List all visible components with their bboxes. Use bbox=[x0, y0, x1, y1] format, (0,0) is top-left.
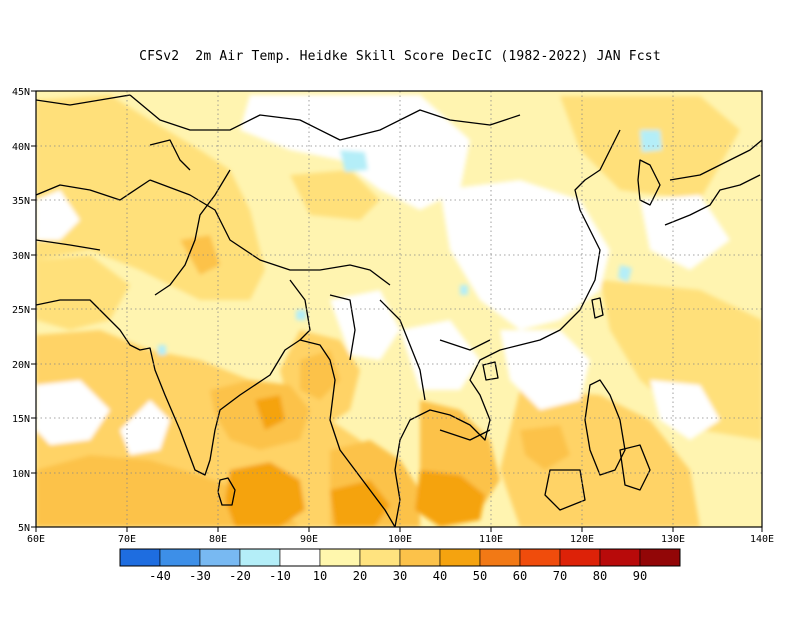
x-tick-label: 70E bbox=[118, 534, 136, 545]
colorbar-swatch bbox=[319, 548, 361, 567]
map-title: CFSv2 2m Air Temp. Heidke Skill Score De… bbox=[139, 49, 661, 64]
x-tick-label: 100E bbox=[388, 534, 412, 545]
colorbar-label: -10 bbox=[269, 569, 291, 583]
colorbar-swatch bbox=[159, 548, 201, 567]
x-tick-label: 130E bbox=[661, 534, 685, 545]
x-tick-label: 140E bbox=[750, 534, 774, 545]
x-tick-label: 80E bbox=[209, 534, 227, 545]
y-tick-label: 5N bbox=[18, 523, 30, 534]
x-axis-labels: 60E 70E 80E 90E 100E 110E 120E 130E 140E bbox=[27, 534, 774, 545]
colorbar-label: 80 bbox=[593, 569, 607, 583]
x-tick-label: 90E bbox=[300, 534, 318, 545]
colorbar-swatch bbox=[599, 548, 641, 567]
y-tick-label: 35N bbox=[12, 196, 30, 207]
colorbar-swatch bbox=[639, 548, 681, 567]
colorbar-swatch bbox=[119, 548, 161, 567]
x-tick-label: 60E bbox=[27, 534, 45, 545]
colorbar: -40 -30 -20 -10 10 20 30 40 50 60 70 80 90 bbox=[119, 548, 681, 583]
y-axis-labels: 5N 10N 15N 20N 25N 30N 35N 40N 45N bbox=[12, 87, 30, 534]
colorbar-frame bbox=[119, 548, 681, 567]
colorbar-swatch bbox=[279, 548, 321, 567]
colorbar-label: 20 bbox=[353, 569, 367, 583]
colorbar-swatch bbox=[199, 548, 241, 567]
y-tick-label: 40N bbox=[12, 142, 30, 153]
colorbar-label: 90 bbox=[633, 569, 647, 583]
map-tick-marks bbox=[31, 90, 763, 532]
graticule bbox=[36, 91, 762, 527]
colorbar-label: -30 bbox=[189, 569, 211, 583]
colorbar-swatch bbox=[519, 548, 561, 567]
colorbar-swatch bbox=[559, 548, 601, 567]
colorbar-label: -40 bbox=[149, 569, 171, 583]
y-tick-label: 25N bbox=[12, 305, 30, 316]
colorbar-swatch bbox=[439, 548, 481, 567]
colorbar-label: -20 bbox=[229, 569, 251, 583]
colorbar-swatch bbox=[479, 548, 521, 567]
colorbar-swatch bbox=[359, 548, 401, 567]
x-tick-label: 120E bbox=[570, 534, 594, 545]
colorbar-swatch bbox=[399, 548, 441, 567]
colorbar-label: 40 bbox=[433, 569, 447, 583]
y-tick-label: 15N bbox=[12, 414, 30, 425]
colorbar-label: 70 bbox=[553, 569, 567, 583]
y-tick-label: 45N bbox=[12, 87, 30, 98]
colorbar-label: 60 bbox=[513, 569, 527, 583]
y-tick-label: 20N bbox=[12, 360, 30, 371]
colorbar-label: 10 bbox=[313, 569, 327, 583]
colorbar-label: 50 bbox=[473, 569, 487, 583]
y-tick-label: 10N bbox=[12, 469, 30, 480]
y-tick-label: 30N bbox=[12, 251, 30, 262]
x-tick-label: 110E bbox=[479, 534, 503, 545]
colorbar-label: 30 bbox=[393, 569, 407, 583]
colorbar-swatch bbox=[239, 548, 281, 567]
